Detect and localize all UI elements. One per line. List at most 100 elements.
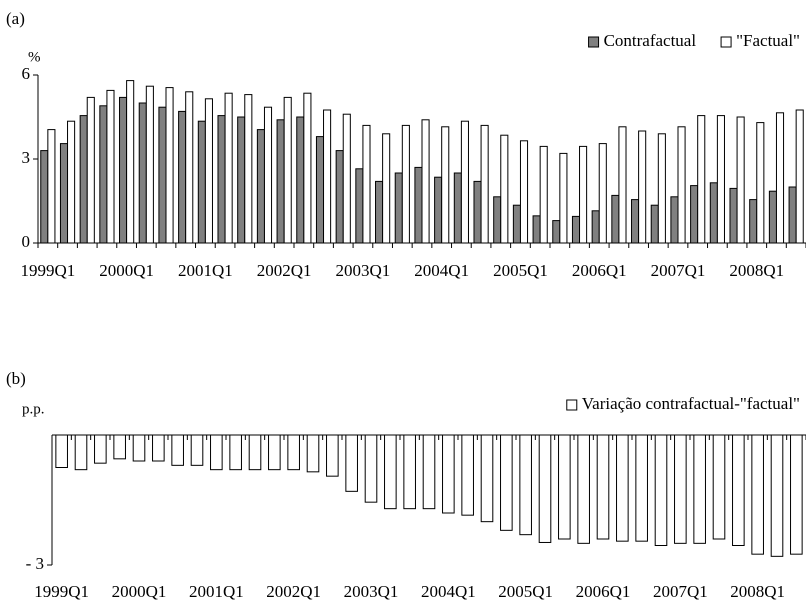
bar (145, 85, 154, 244)
bar (403, 434, 416, 510)
bar (756, 122, 765, 244)
bar (552, 220, 561, 244)
bar (315, 136, 325, 244)
bar (248, 434, 262, 471)
y-axis-label: % (28, 49, 41, 65)
bar (210, 434, 223, 471)
bar (335, 150, 344, 244)
x-tick-label: 2000Q1 (99, 261, 154, 280)
bar (306, 434, 320, 473)
bar (126, 80, 135, 244)
bar (185, 91, 194, 244)
bar (579, 145, 588, 244)
bar (441, 126, 450, 244)
y-tick-label: 0 (22, 232, 31, 251)
legend-label: "Factual" (736, 31, 800, 50)
bar (558, 434, 571, 540)
x-tick-label: 2000Q1 (112, 582, 167, 601)
bar (132, 434, 146, 462)
bar (375, 180, 384, 244)
bar (355, 168, 364, 244)
bar (434, 176, 443, 244)
bar (674, 434, 687, 544)
bar (571, 215, 581, 244)
legend-swatch (588, 36, 600, 48)
bar (152, 434, 165, 462)
bar (712, 434, 726, 540)
bar (47, 129, 56, 244)
bar (460, 120, 469, 244)
bar (119, 96, 128, 244)
bar (650, 204, 659, 244)
bar (283, 96, 292, 244)
bar (480, 124, 489, 244)
bar (204, 98, 213, 244)
x-tick-label: 2007Q1 (653, 582, 708, 601)
bar (539, 145, 548, 244)
bar (113, 434, 126, 460)
bar (519, 434, 532, 536)
bar (303, 92, 312, 244)
bar (287, 434, 300, 471)
chart-panel: (b) p.p. - 3 1999Q1 2000Q1 2001Q1 2002Q1 2003Q1… (6, 369, 806, 601)
x-tick-label: 2003Q1 (336, 261, 391, 280)
bar (197, 120, 206, 244)
bar (616, 434, 629, 542)
bar (171, 434, 184, 466)
legend-swatch (720, 36, 732, 48)
bar (323, 109, 332, 244)
bar (577, 434, 590, 544)
bar (345, 434, 358, 492)
bar (422, 434, 436, 510)
bar (795, 109, 804, 244)
bar (775, 112, 785, 244)
bar (559, 152, 568, 244)
x-tick-label: 1999Q1 (34, 582, 89, 601)
bar (635, 434, 648, 542)
bar (342, 113, 351, 244)
bar (638, 130, 647, 244)
bar (244, 94, 253, 244)
y-tick-label: 3 (22, 148, 31, 167)
bar (364, 434, 378, 503)
bar (618, 126, 627, 244)
bar (461, 434, 474, 516)
bar (519, 140, 529, 244)
bar (401, 124, 410, 244)
bar (421, 119, 430, 244)
bar (770, 434, 784, 557)
bar (480, 434, 494, 523)
x-tick-label: 2006Q1 (576, 582, 631, 601)
bar (40, 150, 49, 244)
bar (631, 199, 640, 244)
bar (732, 434, 745, 546)
bar (263, 106, 273, 244)
x-tick-label: 2008Q1 (729, 261, 784, 280)
bar (670, 196, 679, 244)
panel-label: (a) (6, 9, 25, 28)
chart-panel: (a)% 0 3 6 1999Q1 2000Q1 2001Q1 2002Q1 2003Q1 200… (6, 9, 806, 280)
bar (596, 434, 610, 540)
bar (442, 434, 455, 514)
x-tick-label: 2007Q1 (651, 261, 706, 280)
bar (693, 434, 706, 544)
bar (86, 96, 95, 244)
bar (94, 434, 107, 464)
bar (99, 105, 108, 244)
bar (538, 434, 552, 543)
y-tick-label: - 3 (26, 554, 44, 573)
bar (382, 133, 391, 244)
bar (453, 172, 462, 244)
bar (512, 204, 521, 244)
bar (788, 186, 797, 244)
bar (473, 180, 482, 244)
x-tick-label: 2004Q1 (421, 582, 476, 601)
bar (716, 115, 725, 244)
y-tick-label: 6 (22, 64, 31, 83)
bar (591, 210, 600, 244)
bar (751, 434, 764, 555)
legend-label: Contrafactual (604, 31, 697, 50)
bar (384, 434, 397, 510)
bar (500, 134, 509, 244)
